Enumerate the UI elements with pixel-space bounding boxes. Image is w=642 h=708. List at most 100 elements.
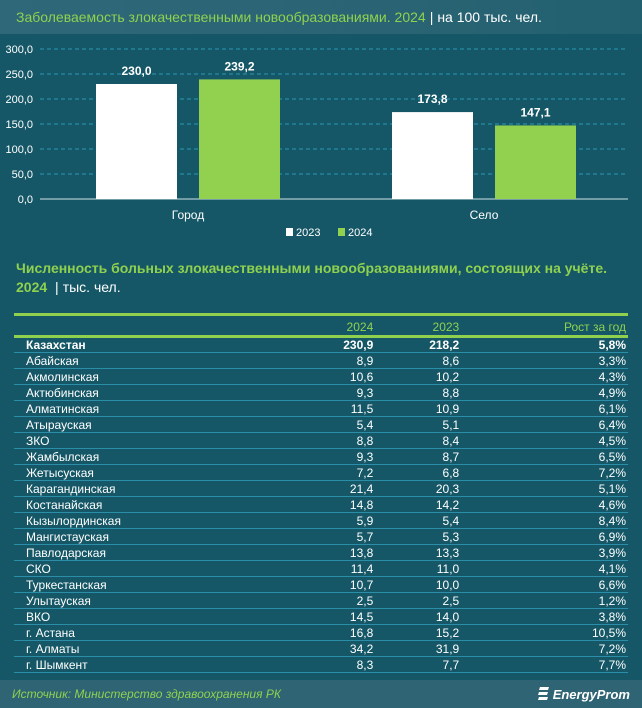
- growth: 7,2%: [461, 464, 628, 481]
- x-tick-label: Село: [470, 208, 499, 222]
- chart-subtitle: на 100 тыс. чел.: [437, 9, 542, 25]
- y-tick-label: 300,0: [5, 44, 33, 56]
- header-growth: Рост за год: [563, 319, 626, 334]
- growth: 6,6%: [461, 576, 628, 593]
- growth: 3,3%: [461, 352, 628, 369]
- growth: 7,7%: [461, 656, 628, 673]
- growth: 4,1%: [461, 560, 628, 577]
- value-2024: 34,2: [289, 640, 376, 657]
- table-row: Жамбылская 9,3 8,7 6,5%: [14, 448, 628, 465]
- region: Абайская: [14, 352, 290, 369]
- data-label: 239,2: [224, 59, 254, 73]
- chart-title: Заболеваемость злокачественными новообра…: [16, 9, 426, 25]
- data-table: 2024 2023 Рост за год Казахстан 230,9 218,…: [14, 313, 628, 673]
- table-row: г. Шымкент 8,3 7,7 7,7%: [14, 656, 628, 673]
- growth: 6,4%: [461, 416, 628, 433]
- value-2024: 9,3: [289, 384, 376, 401]
- value-2024: 5,7: [289, 528, 376, 545]
- header-2024: 2024: [346, 319, 374, 334]
- table-row: ВКО 14,5 14,0 3,8%: [14, 608, 628, 625]
- value-2023: 13,3: [375, 544, 462, 561]
- growth: 5,8%: [461, 336, 628, 353]
- source-text: Источник: Министерство здравоохранения Р…: [12, 687, 281, 701]
- value-2023: 5,1: [375, 416, 462, 433]
- energyprom-logo: EnergyProm: [537, 686, 630, 702]
- growth: 8,4%: [461, 512, 628, 529]
- region: Алматинская: [14, 400, 290, 417]
- region: Казахстан: [14, 336, 290, 353]
- value-2024: 16,8: [289, 624, 376, 641]
- table-row: ЗКО 8,8 8,4 4,5%: [14, 432, 628, 449]
- value-2023: 8,7: [375, 448, 462, 465]
- bar-2024-1: [495, 125, 576, 199]
- value-2024: 14,5: [289, 608, 376, 625]
- value-2024: 2,5: [289, 592, 376, 609]
- value-2024: 13,8: [289, 544, 376, 561]
- y-tick-label: 0,0: [18, 194, 33, 206]
- data-label: 230,0: [121, 64, 151, 78]
- footer: Источник: Министерство здравоохранения Р…: [0, 680, 642, 708]
- header-region: [14, 315, 289, 337]
- growth: 10,5%: [461, 624, 628, 641]
- value-2024: 21,4: [289, 480, 376, 497]
- region: г. Шымкент: [14, 656, 290, 673]
- value-2024: 5,9: [289, 512, 376, 529]
- table-row: Казахстан 230,9 218,2 5,8%: [14, 336, 628, 353]
- title-separator: |: [429, 9, 434, 25]
- value-2023: 8,6: [375, 352, 462, 369]
- growth: 5,1%: [461, 480, 628, 497]
- legend-swatch: [338, 228, 345, 236]
- value-2024: 10,6: [289, 368, 376, 385]
- value-2024: 10,7: [289, 576, 376, 593]
- region: Кызылординская: [14, 512, 290, 529]
- value-2023: 218,2: [375, 336, 462, 353]
- table-row: Туркестанская 10,7 10,0 6,6%: [14, 576, 628, 593]
- region: Туркестанская: [14, 576, 290, 593]
- value-2023: 10,2: [375, 368, 462, 385]
- region: ЗКО: [14, 432, 290, 449]
- region: Павлодарская: [14, 544, 290, 561]
- bar-2024-0: [199, 79, 280, 199]
- growth: 4,6%: [461, 496, 628, 513]
- growth: 6,5%: [461, 448, 628, 465]
- table-row: Мангистауская 5,7 5,3 6,9%: [14, 528, 628, 545]
- region: Мангистауская: [14, 528, 290, 545]
- value-2023: 10,0: [375, 576, 462, 593]
- value-2024: 230,9: [289, 336, 376, 353]
- legend-label: 2023: [296, 227, 320, 239]
- value-2023: 14,2: [375, 496, 462, 513]
- y-tick-label: 100,0: [5, 144, 33, 156]
- table-row: Павлодарская 13,8 13,3 3,9%: [14, 544, 628, 561]
- table-header-row: 2024 2023 Рост за год: [14, 314, 628, 337]
- title-separator: |: [55, 279, 59, 295]
- region: ВКО: [14, 608, 290, 625]
- legend-swatch: [286, 228, 293, 236]
- x-tick-label: Город: [172, 208, 204, 222]
- table-row: Костанайская 14,8 14,2 4,6%: [14, 496, 628, 513]
- bar-2023-0: [96, 84, 177, 199]
- table-row: Жетысуская 7,2 6,8 7,2%: [14, 464, 628, 481]
- table-row: Улытауская 2,5 2,5 1,2%: [14, 592, 628, 609]
- data-label: 147,1: [520, 105, 550, 119]
- region: г. Астана: [14, 624, 290, 641]
- growth: 1,2%: [461, 592, 628, 609]
- value-2024: 14,8: [289, 496, 376, 513]
- value-2023: 6,8: [375, 464, 462, 481]
- value-2023: 2,5: [375, 592, 462, 609]
- value-2024: 8,8: [289, 432, 376, 449]
- growth: 6,9%: [461, 528, 628, 545]
- y-tick-label: 200,0: [5, 94, 33, 106]
- table-row: Абайская 8,9 8,6 3,3%: [14, 352, 628, 369]
- value-2023: 8,8: [375, 384, 462, 401]
- growth: 3,8%: [461, 608, 628, 625]
- growth: 4,5%: [461, 432, 628, 449]
- region: Костанайская: [14, 496, 290, 513]
- table-unit: тыс. чел.: [62, 279, 121, 295]
- chart-header: Заболеваемость злокачественными новообра…: [0, 0, 642, 34]
- bar-2023-1: [392, 112, 473, 199]
- region: г. Алматы: [14, 640, 290, 657]
- growth: 6,1%: [461, 400, 628, 417]
- region: СКО: [14, 560, 290, 577]
- table-row: Актюбинская 9,3 8,8 4,9%: [14, 384, 628, 401]
- data-label: 173,8: [417, 92, 447, 106]
